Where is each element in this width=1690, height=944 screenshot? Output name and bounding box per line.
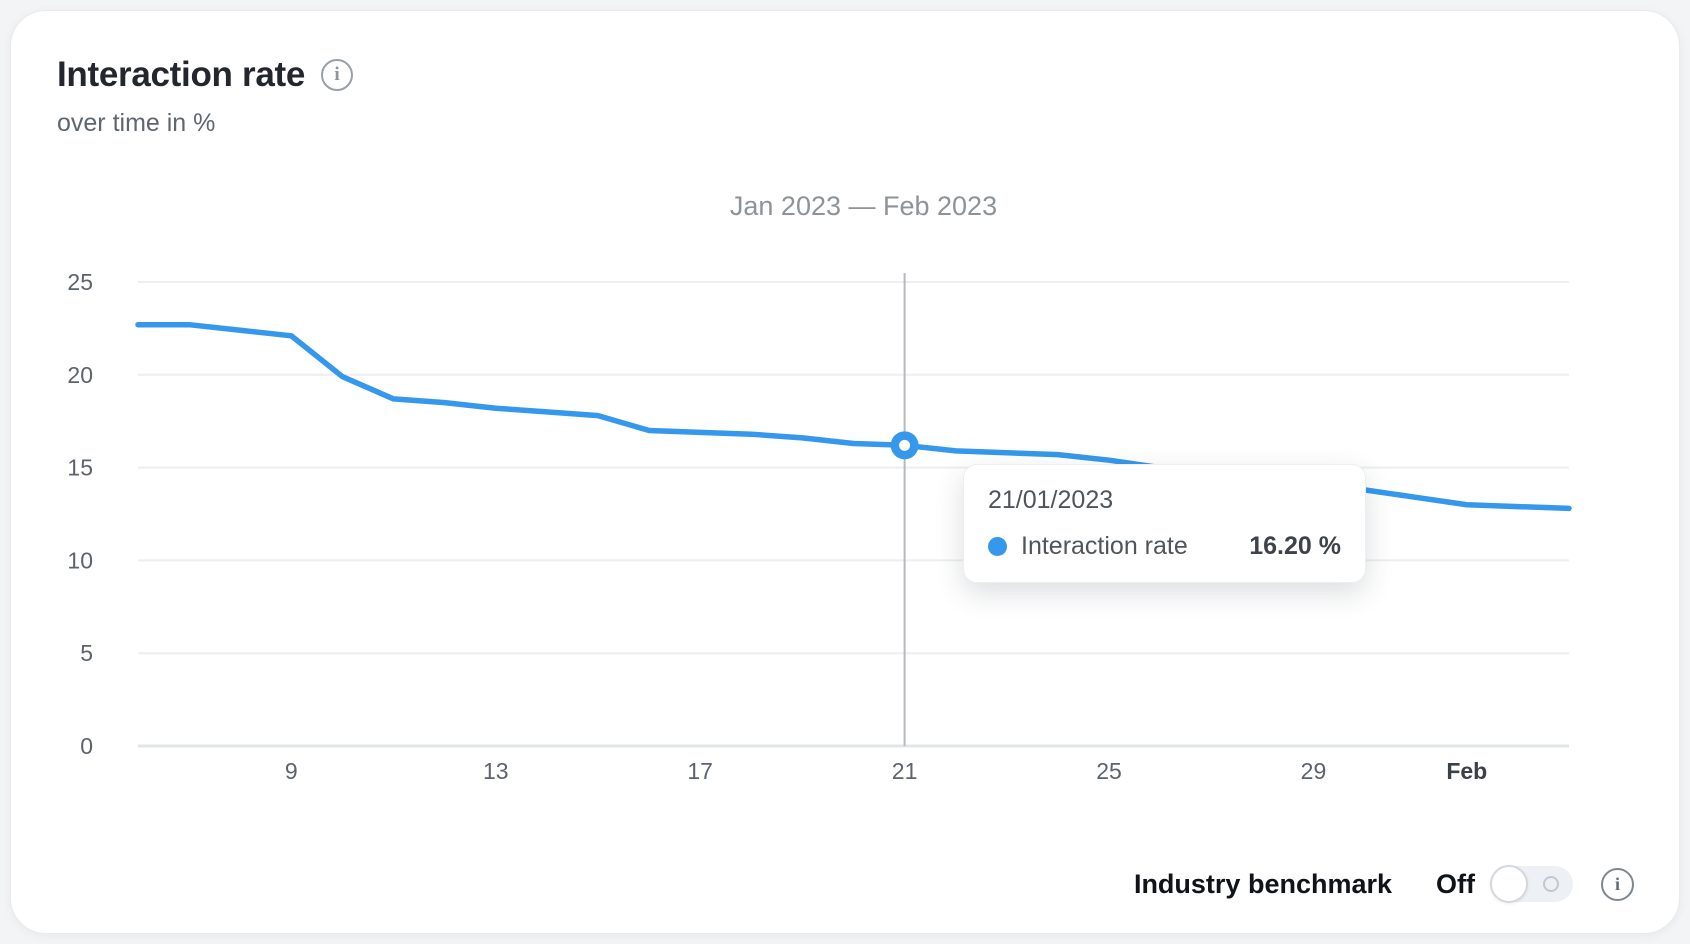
y-tick-label: 5 — [80, 640, 93, 666]
benchmark-label: Industry benchmark — [1133, 868, 1393, 899]
y-tick-label: 25 — [67, 269, 93, 295]
tooltip-series-label: Interaction rate — [1021, 532, 1188, 560]
y-axis-labels: 25 20 15 10 5 0 — [67, 269, 93, 759]
title-info-icon[interactable]: i — [321, 59, 354, 91]
benchmark-state: Off — [1436, 868, 1475, 899]
x-axis-labels: 9 13 17 21 25 29 Feb — [285, 758, 1487, 784]
x-tick-label: Feb — [1446, 758, 1487, 784]
chart-tooltip: 21/01/2023 Interaction rate 16.20 % — [963, 464, 1366, 583]
date-range-title: Jan 2023 — Feb 2023 — [729, 191, 998, 221]
x-tick-label: 29 — [1301, 758, 1327, 784]
y-tick-label: 0 — [80, 733, 93, 759]
page-title: Interaction rate — [57, 55, 306, 94]
toggle-off-ring-icon — [1543, 876, 1559, 892]
y-tick-label: 20 — [67, 362, 93, 388]
x-tick-label: 17 — [687, 758, 713, 784]
highlight-marker-center — [899, 439, 911, 451]
x-tick-label: 21 — [892, 758, 918, 784]
x-tick-label: 13 — [483, 758, 509, 784]
benchmark-info-icon[interactable]: i — [1601, 867, 1634, 901]
x-tick-label: 25 — [1096, 758, 1122, 784]
benchmark-controls: Industry benchmark Off i — [1134, 863, 1634, 905]
tooltip-date: 21/01/2023 — [988, 486, 1114, 514]
card-header: Interaction rate i over time in % — [57, 55, 354, 138]
benchmark-toggle[interactable] — [1490, 865, 1573, 903]
toggle-knob — [1490, 865, 1528, 903]
x-tick-label: 9 — [285, 758, 298, 784]
chart-subtitle: over time in % — [57, 109, 216, 137]
chart-plot-area[interactable]: 25 20 15 10 5 0 9 13 17 21 25 29 Feb — [11, 11, 1681, 935]
tooltip-value: 16.20 % — [1249, 532, 1341, 560]
y-tick-label: 10 — [67, 547, 93, 573]
interaction-rate-card: Interaction rate i over time in % Jan 20… — [10, 10, 1680, 934]
y-tick-label: 15 — [67, 455, 93, 481]
series-dot-icon — [988, 537, 1007, 556]
